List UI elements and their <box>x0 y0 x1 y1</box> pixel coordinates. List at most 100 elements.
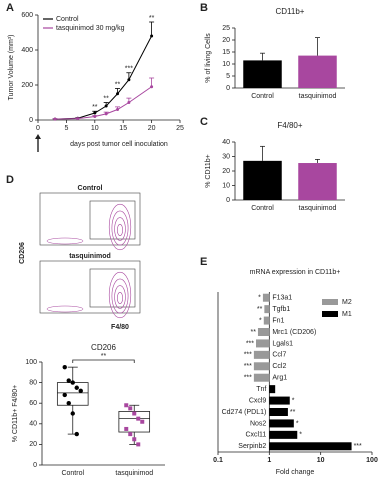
x-tick-label: tasquinimod <box>115 470 153 477</box>
contour <box>108 271 132 319</box>
series-line <box>55 86 152 120</box>
bar <box>298 55 337 88</box>
contour <box>111 210 129 246</box>
point <box>127 78 131 82</box>
point <box>128 432 133 437</box>
x-tick-label: 5 <box>64 125 68 132</box>
bar <box>269 430 298 439</box>
x-tick-label: 20 <box>148 125 156 132</box>
legend-label: tasquinimod 30 mg/kg <box>56 25 125 32</box>
y-tick-label: Cxcl11 <box>245 432 266 439</box>
point <box>93 115 97 118</box>
point <box>66 378 71 383</box>
y-tick-label: Cxcl9 <box>249 397 267 404</box>
annotation: *** <box>244 375 252 382</box>
plot-frame <box>39 260 141 314</box>
bracket <box>72 359 135 363</box>
point <box>136 416 141 421</box>
y-tick-label: Lgals1 <box>272 340 293 347</box>
arrow-head <box>35 134 41 139</box>
annotation: * <box>299 432 302 439</box>
panel-letter: C <box>200 116 208 128</box>
contour <box>46 305 84 313</box>
chart-title: F4/80+ <box>277 121 302 130</box>
x-axis-label: F4/80 <box>111 324 129 331</box>
x-axis-label: Fold change <box>276 469 315 476</box>
annotation: ** <box>250 329 256 336</box>
point <box>66 401 71 406</box>
bar <box>269 419 294 428</box>
y-axis-label: % CD11b+ F4/80+ <box>12 385 19 442</box>
y-tick-label: 20 <box>222 168 230 175</box>
point <box>150 34 154 38</box>
point <box>53 117 57 121</box>
x-axis-label: days post tumor cell inoculation <box>70 141 168 148</box>
annotation: *** <box>244 352 252 359</box>
annotation: ** <box>290 409 296 416</box>
chart-title: CD11b+ <box>276 7 305 16</box>
gate <box>89 268 136 308</box>
y-tick-label: 25 <box>222 25 230 32</box>
point <box>132 411 137 416</box>
y-tick-label: Serpinb2 <box>238 443 266 450</box>
contour <box>117 224 124 237</box>
y-tick-label: F13a1 <box>272 295 292 302</box>
point <box>116 108 120 111</box>
series-line <box>55 35 153 120</box>
point <box>116 92 120 96</box>
panel-letter: A <box>6 2 14 14</box>
y-tick-label: Ccl7 <box>272 352 286 359</box>
y-tick-label: Mrc1 (CD206) <box>272 329 316 336</box>
x-tick-label: 1 <box>267 457 271 464</box>
bar <box>257 328 270 336</box>
bar <box>243 160 282 200</box>
legend-label: M1 <box>342 311 352 318</box>
box <box>118 411 151 433</box>
y-tick-label: 20 <box>222 37 230 44</box>
plot-title: Control <box>78 185 103 192</box>
annotation: * <box>292 397 295 404</box>
point <box>93 111 97 115</box>
x-tick-label: 10 <box>91 125 99 132</box>
point <box>76 117 80 121</box>
y-tick-label: 20 <box>29 441 37 448</box>
chart-title: CD206 <box>91 343 116 352</box>
point <box>104 112 108 116</box>
bar <box>269 442 352 451</box>
chart-title: mRNA expression in CD11b+ <box>250 269 341 276</box>
bar <box>253 373 270 382</box>
y-axis-label: % of living Cells <box>205 33 212 83</box>
x-tick-label: 100 <box>366 457 378 464</box>
gate <box>89 200 136 240</box>
x-tick-label: Control <box>251 205 274 212</box>
annotation: ** <box>103 95 109 102</box>
point <box>128 406 133 411</box>
y-tick-label: Arg1 <box>272 375 287 382</box>
y-tick-label: 0 <box>226 197 230 204</box>
point <box>70 380 75 385</box>
y-axis-label: CD206 <box>19 242 26 264</box>
point <box>74 431 79 437</box>
point <box>127 101 131 104</box>
y-tick-label: 0 <box>226 85 230 92</box>
point <box>124 426 129 431</box>
y-tick-label: 80 <box>29 379 37 386</box>
annotation: * <box>259 317 262 324</box>
y-tick-label: 200 <box>21 82 33 89</box>
legend-label: M2 <box>342 299 352 306</box>
annotation: * <box>296 420 299 427</box>
point <box>140 419 145 424</box>
y-tick-label: 400 <box>21 47 33 54</box>
point <box>74 385 79 390</box>
bar <box>298 163 337 200</box>
y-tick-label: Tnf <box>256 386 266 393</box>
y-tick-label: Cd274 (PDL1) <box>222 409 267 416</box>
bar <box>269 385 276 394</box>
x-tick-label: 15 <box>119 125 127 132</box>
x-tick-label: tasquinimod <box>299 205 337 212</box>
y-tick-label: 40 <box>222 139 230 146</box>
y-tick-label: 0 <box>29 117 33 124</box>
bar <box>256 339 270 348</box>
y-tick-label: Nos2 <box>250 420 266 427</box>
